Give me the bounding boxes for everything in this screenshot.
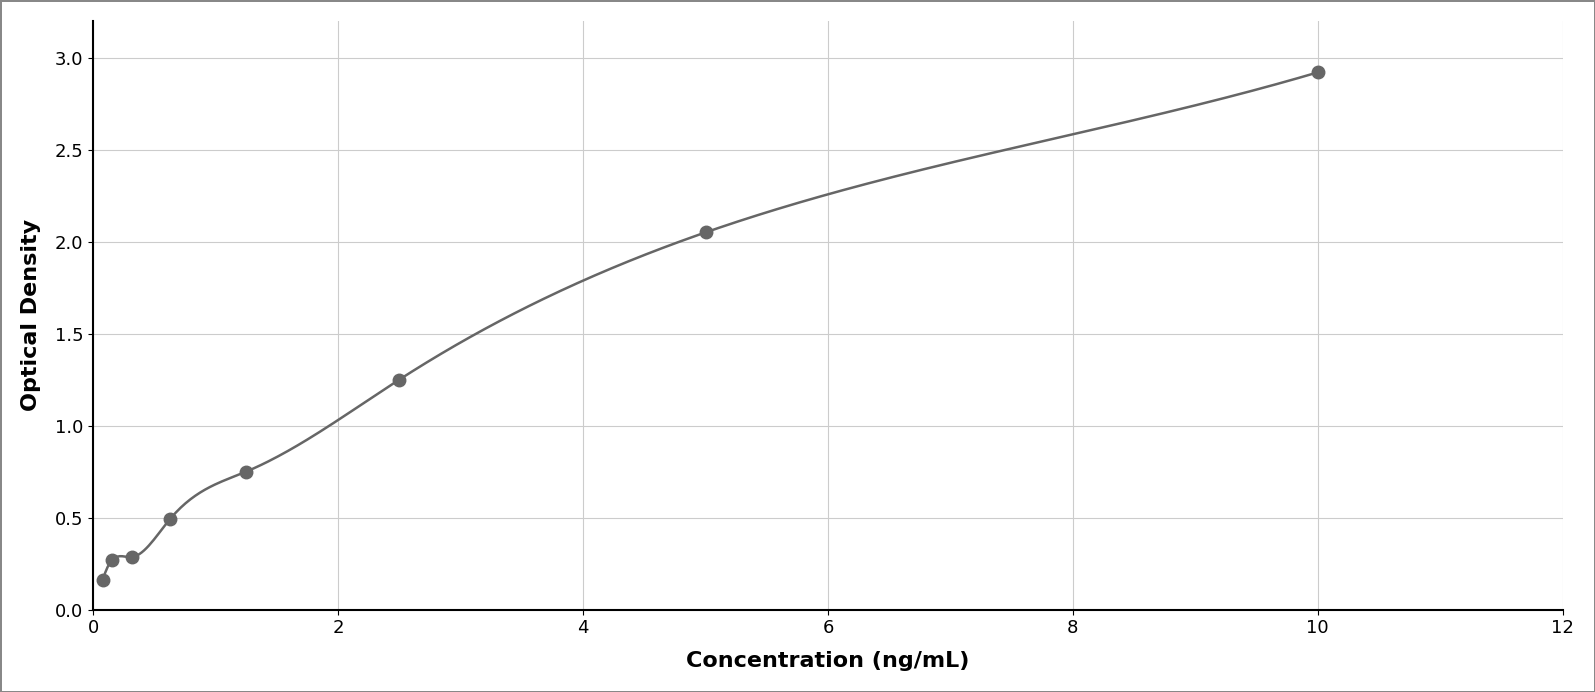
Point [118,552,144,563]
Y-axis label: Optical Density: Optical Density [21,219,41,411]
Point [692,227,718,238]
X-axis label: Concentration (ng/mL): Concentration (ng/mL) [686,651,970,671]
Point [99,554,124,565]
Point [156,514,182,525]
Point [386,374,412,385]
Point [233,466,258,477]
Point [1305,67,1330,78]
Point [89,574,115,585]
